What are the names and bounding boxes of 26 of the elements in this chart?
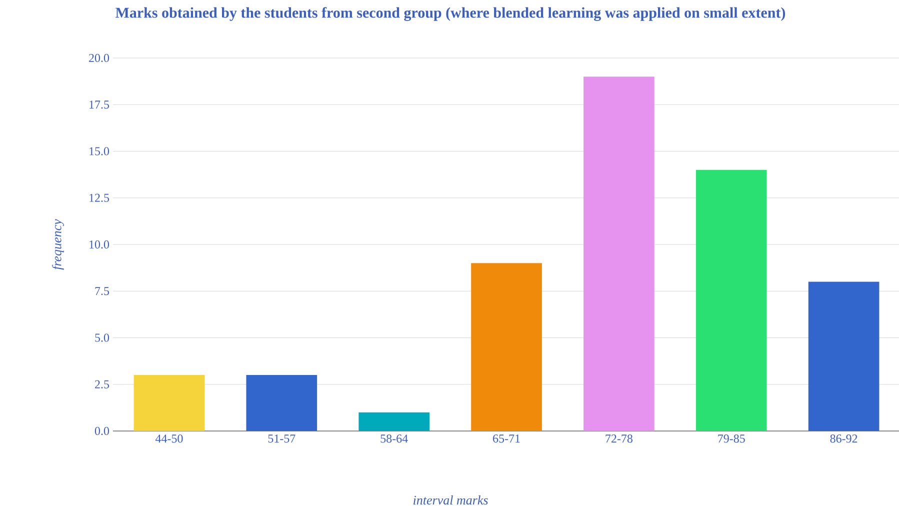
x-tick-label: 79-85 — [718, 434, 745, 443]
bar — [696, 170, 767, 431]
bar — [471, 263, 542, 431]
y-tick-label: 0.0 — [94, 426, 110, 436]
y-tick-label: 15.0 — [90, 147, 110, 156]
y-tick-label: 2.5 — [95, 380, 110, 388]
x-tick-label: 72-78 — [606, 434, 632, 443]
bar — [358, 412, 430, 431]
bar — [134, 375, 205, 431]
bar — [584, 76, 654, 431]
x-tick-label: 44-50 — [155, 434, 183, 443]
bar — [808, 282, 880, 431]
x-tick-label: 51-57 — [268, 434, 296, 443]
y-tick-label: 17.5 — [90, 100, 110, 109]
chart-title: Marks obtained by the students from second group (where blended learning was applied on small extent) — [116, 7, 786, 21]
y-tick-label: 12.5 — [90, 194, 110, 202]
y-tick-label: 20.0 — [89, 54, 110, 62]
y-tick-label: 7.5 — [95, 287, 110, 296]
bar — [246, 375, 318, 431]
x-tick-label: 58-64 — [380, 434, 408, 443]
y-tick-label: 5.0 — [95, 334, 110, 342]
y-axis-title: frequency — [52, 219, 64, 270]
x-tick-label: 86-92 — [830, 434, 858, 443]
y-tick-label: 10.0 — [90, 240, 110, 249]
x-axis-title: interval marks — [413, 495, 488, 505]
x-tick-label: 65-71 — [493, 434, 520, 443]
